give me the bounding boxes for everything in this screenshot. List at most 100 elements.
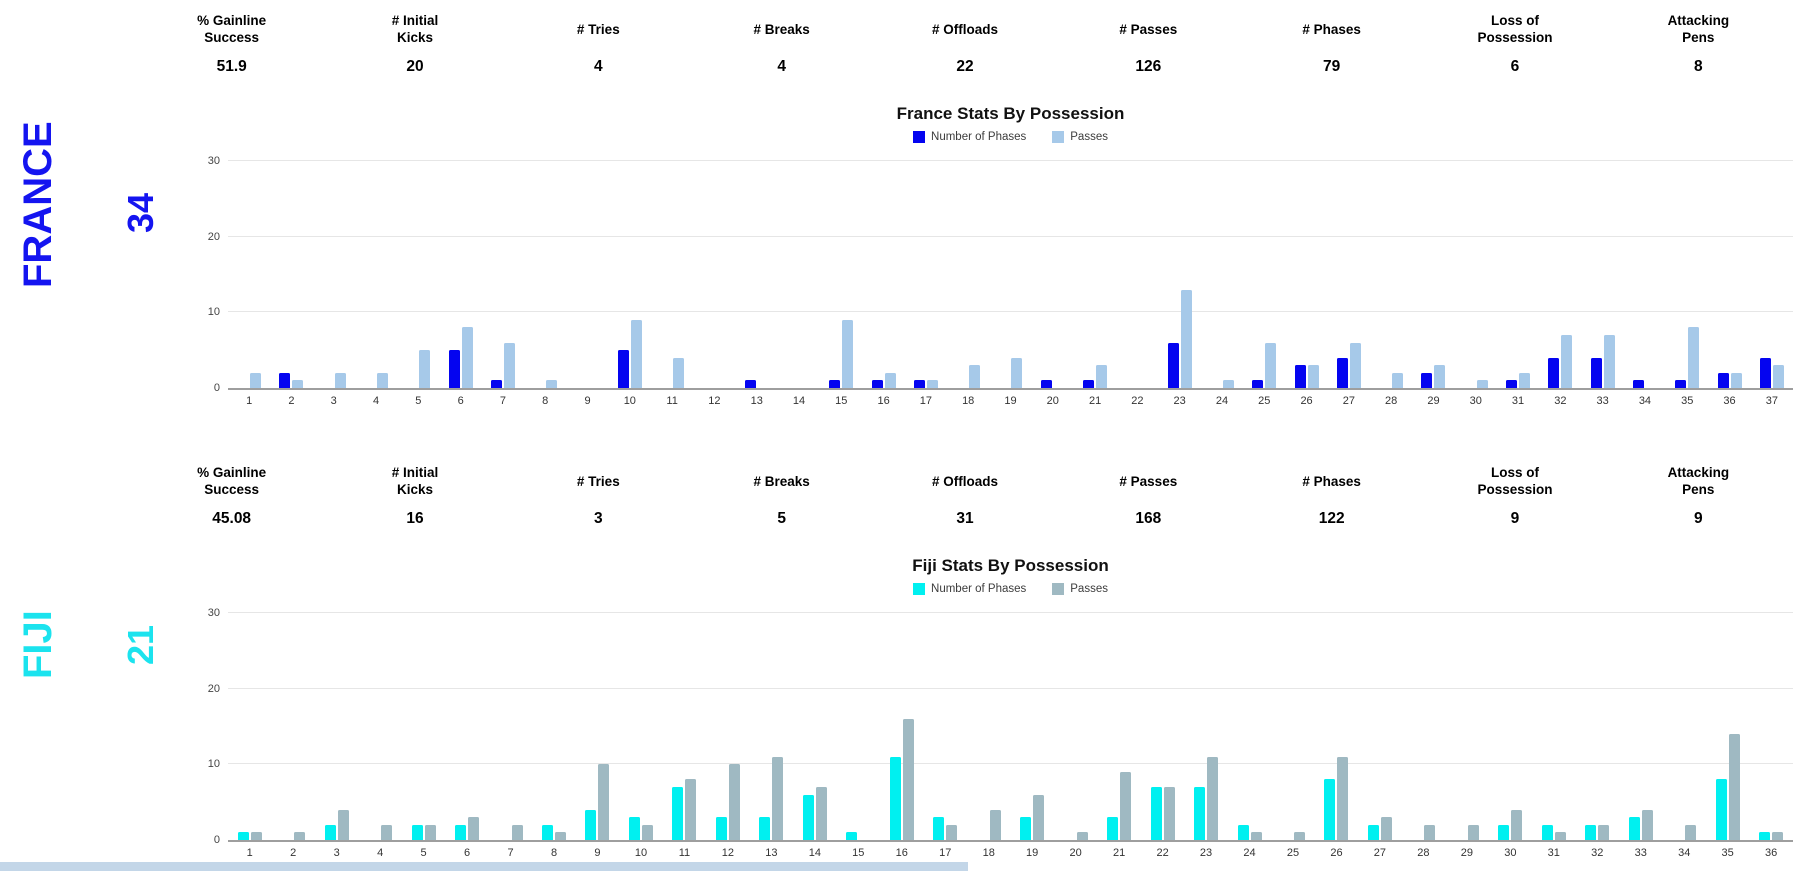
- bar-group-14: [793, 787, 836, 840]
- stat-value: 126: [1135, 58, 1162, 75]
- bar-passes: [419, 350, 431, 388]
- bar-passes: [292, 380, 304, 388]
- stat-label: % Gainline Success: [197, 13, 267, 45]
- legend-item-phases: Number of Phases: [913, 583, 1026, 595]
- x-axis-tick: 19: [1004, 395, 1017, 407]
- bar-group-23: [1184, 756, 1227, 840]
- bar-number-of-phases: [585, 809, 597, 840]
- x-axis-tick: 2: [290, 847, 297, 859]
- bar-passes: [1598, 824, 1610, 840]
- bar-passes: [250, 832, 262, 840]
- stat-value: 6: [1510, 58, 1520, 75]
- bar-passes: [334, 372, 346, 388]
- bar-group-10: [619, 817, 662, 840]
- bar-group-6: [445, 817, 488, 840]
- bar-passes: [546, 380, 558, 388]
- stat-loss-of-possession: Loss of Possession 6: [1423, 12, 1606, 76]
- stat-offloads: # Offloads 22: [873, 12, 1056, 76]
- bar-group-23: [1159, 289, 1201, 388]
- bar-passes: [294, 832, 306, 840]
- bar-number-of-phases: [802, 794, 814, 840]
- bar-number-of-phases: [1421, 372, 1433, 388]
- bar-passes: [1603, 335, 1615, 388]
- bar-number-of-phases: [411, 824, 423, 840]
- x-axis-tick: 3: [333, 847, 340, 859]
- bar-group-15: [820, 319, 862, 388]
- stat-tries: # Tries 4: [507, 12, 690, 76]
- bar-group-17: [905, 380, 947, 388]
- bar-passes: [815, 787, 827, 840]
- stat-value: 45.08: [212, 510, 252, 527]
- x-axis-tick: 21: [1112, 847, 1126, 859]
- bar-passes: [598, 764, 610, 840]
- legend-label: Passes: [1070, 131, 1108, 143]
- bar-passes: [1772, 832, 1784, 840]
- legend-item-phases: Number of Phases: [913, 131, 1026, 143]
- phases-swatch: [913, 131, 926, 143]
- stat-gainline-success: % Gainline Success 45.08: [140, 464, 323, 528]
- stat-label: # Tries: [576, 21, 620, 37]
- bar-number-of-phases: [715, 817, 727, 840]
- bar-number-of-phases: [490, 380, 502, 388]
- x-axis-tick: 36: [1765, 847, 1778, 859]
- passes-swatch: [1052, 131, 1065, 143]
- x-axis-tick: 7: [507, 847, 514, 859]
- x-axis-tick: 27: [1373, 847, 1387, 859]
- bar-group-24: [1201, 380, 1243, 388]
- bottom-partial-strip: [0, 862, 968, 871]
- bar-number-of-phases: [889, 756, 901, 840]
- x-axis-tick: 11: [678, 847, 691, 859]
- bar-group-25: [1271, 832, 1314, 840]
- bar-group-21: [1097, 771, 1140, 840]
- bar-passes: [511, 824, 523, 840]
- france-bar-chart: 0 10 20 30 1 2 3 4 5 6 7 8 9 10 11 12 13 14 15 16 17 18 19 20 21…: [208, 150, 1793, 407]
- bar-number-of-phases: [1294, 365, 1306, 388]
- phases-swatch: [913, 583, 926, 595]
- bar-passes: [1293, 832, 1305, 840]
- team-score-france: 34: [120, 192, 161, 233]
- bar-number-of-phases: [1040, 380, 1052, 388]
- bar-group-36: [1708, 372, 1750, 388]
- bar-group-15: [837, 832, 880, 840]
- y-axis-tick: 0: [213, 834, 220, 846]
- stat-passes: # Passes 126: [1057, 12, 1240, 76]
- bar-passes: [1476, 380, 1488, 388]
- bar-number-of-phases: [1675, 380, 1687, 388]
- bar-group-32: [1539, 335, 1581, 388]
- bar-group-10: [609, 319, 651, 388]
- x-axis-tick: 16: [895, 847, 908, 859]
- bar-passes: [926, 380, 938, 388]
- y-axis-tick: 10: [207, 306, 220, 319]
- bar-number-of-phases: [1252, 380, 1264, 388]
- bar-passes: [685, 779, 697, 840]
- bar-group-11: [651, 357, 693, 388]
- stat-attacking-pens: Attacking Pens 9: [1607, 464, 1790, 528]
- bar-group-16: [880, 718, 923, 840]
- bar-number-of-phases: [448, 350, 460, 388]
- x-axis-tick: 12: [721, 847, 735, 859]
- x-axis-tick: 5: [420, 847, 427, 859]
- bar-passes: [1076, 832, 1088, 840]
- bar-number-of-phases: [1237, 824, 1249, 840]
- bar-passes: [884, 372, 896, 388]
- x-axis-tick: 16: [877, 395, 890, 407]
- bar-number-of-phases: [1167, 342, 1179, 388]
- x-axis-tick: 31: [1547, 847, 1560, 859]
- bar-group-18: [967, 809, 1010, 840]
- legend-label: Passes: [1070, 583, 1108, 595]
- stat-value: 5: [777, 510, 786, 527]
- x-axis-tick: 15: [852, 847, 865, 859]
- bar-passes: [1380, 817, 1392, 840]
- bar-passes: [1349, 342, 1361, 388]
- x-axis-tick: 23: [1173, 395, 1186, 407]
- bar-group-31: [1497, 372, 1539, 388]
- bar-number-of-phases: [1324, 779, 1336, 840]
- bar-group-27: [1328, 342, 1370, 388]
- bar-group-20: [1054, 832, 1097, 840]
- bar-group-16: [862, 372, 904, 388]
- x-axis-tick: 18: [982, 847, 995, 859]
- bar-group-26: [1315, 756, 1358, 840]
- x-axis-tick: 14: [808, 847, 821, 859]
- bar-passes: [1250, 832, 1262, 840]
- stat-label: # Initial Kicks: [391, 13, 439, 45]
